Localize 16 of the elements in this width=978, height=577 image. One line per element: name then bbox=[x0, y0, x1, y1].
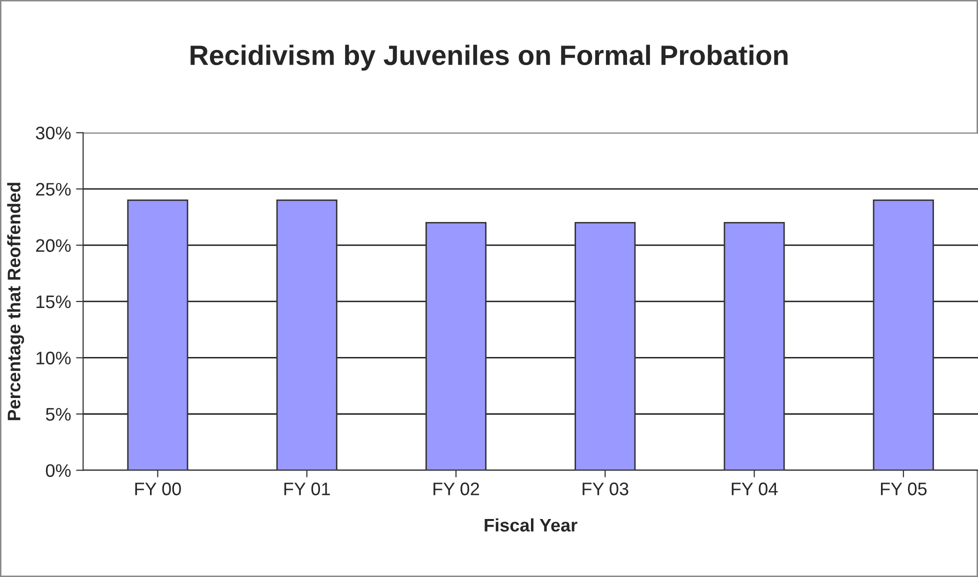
x-tick-label: FY 05 bbox=[880, 482, 927, 496]
x-axis-title: Fiscal Year bbox=[484, 518, 578, 532]
y-tick-label: 30% bbox=[36, 126, 71, 140]
y-axis-title: Percentage that Reoffended bbox=[7, 182, 24, 420]
x-tick-label: FY 01 bbox=[284, 482, 330, 496]
y-tick-label: 20% bbox=[36, 239, 71, 252]
chart-title: Recidivism by Juveniles on Formal Probation bbox=[190, 44, 788, 71]
x-tick-label: FY 03 bbox=[582, 482, 628, 496]
y-tick-label: 0% bbox=[46, 464, 71, 477]
x-tick-label: FY 02 bbox=[434, 482, 480, 496]
y-tick-label: 5% bbox=[46, 408, 71, 421]
y-tick-label: 15% bbox=[36, 295, 71, 308]
x-tick-label: FY 04 bbox=[732, 482, 778, 496]
y-tick-label: 25% bbox=[36, 182, 71, 196]
x-tick-label: FY 00 bbox=[135, 482, 181, 496]
y-tick-label: 10% bbox=[36, 352, 71, 364]
